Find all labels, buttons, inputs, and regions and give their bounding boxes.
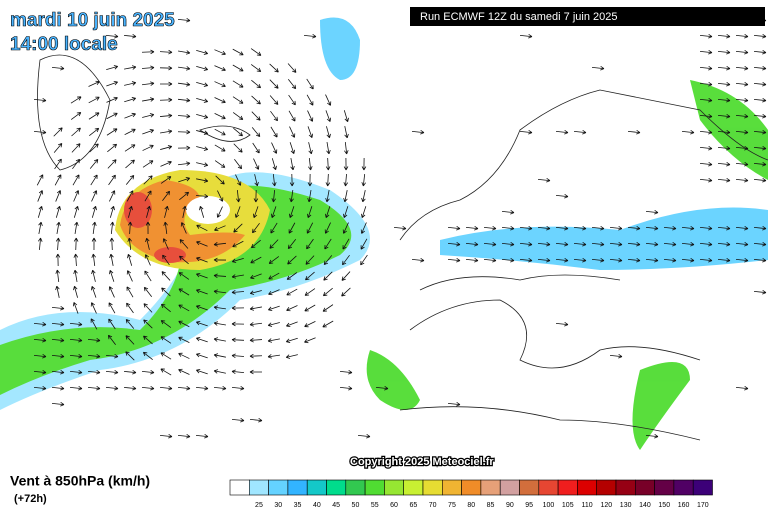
legend-swatch <box>577 480 596 495</box>
footer-title: Vent à 850hPa (km/h) <box>10 473 150 489</box>
legend-swatch <box>384 480 403 495</box>
legend-swatch <box>365 480 384 495</box>
legend-swatch <box>500 480 519 495</box>
legend-swatch <box>327 480 346 495</box>
legend-swatch <box>230 480 249 495</box>
legend-label: 55 <box>371 502 379 509</box>
copyright: Copyright 2025 Meteociel.fr <box>350 456 494 468</box>
legend-swatch <box>481 480 500 495</box>
time-label: 14:00 locale <box>10 34 118 55</box>
legend-label: 90 <box>506 502 514 509</box>
legend-label: 50 <box>352 502 360 509</box>
legend-label: 160 <box>678 502 690 509</box>
legend-label: 100 <box>543 502 555 509</box>
legend-label: 150 <box>658 502 670 509</box>
legend-label: 110 <box>581 502 592 509</box>
legend-label: 45 <box>332 502 340 509</box>
legend-swatch <box>520 480 539 495</box>
legend-swatch <box>693 480 712 495</box>
legend-swatch <box>269 480 288 495</box>
legend-swatch <box>635 480 654 495</box>
legend-label: 30 <box>274 502 282 509</box>
legend-swatch <box>539 480 558 495</box>
legend-swatch <box>558 480 577 495</box>
legend-label: 75 <box>448 502 456 509</box>
legend-swatch <box>616 480 635 495</box>
footer-lead: (+72h) <box>14 493 47 505</box>
legend-label: 25 <box>255 502 263 509</box>
legend-swatch <box>674 480 693 495</box>
legend-label: 140 <box>639 502 651 509</box>
legend-label: 120 <box>601 502 613 509</box>
legend-label: 80 <box>467 502 475 509</box>
legend-swatch <box>462 480 481 495</box>
legend-swatch <box>404 480 423 495</box>
legend-label: 105 <box>562 502 574 509</box>
legend-swatch <box>597 480 616 495</box>
date-label: mardi 10 juin 2025 <box>10 10 175 31</box>
legend-swatch <box>307 480 326 495</box>
legend-label: 65 <box>409 502 417 509</box>
legend-label: 35 <box>294 502 302 509</box>
legend-label: 60 <box>390 502 398 509</box>
run-label: Run ECMWF 12Z du samedi 7 juin 2025 <box>420 11 617 23</box>
legend-label: 95 <box>525 502 533 509</box>
legend-swatch <box>442 480 461 495</box>
legend-swatch <box>346 480 365 495</box>
legend-label: 170 <box>697 502 709 509</box>
legend-label: 85 <box>487 502 495 509</box>
legend-label: 70 <box>429 502 437 509</box>
legend-swatch <box>249 480 268 495</box>
legend-swatch <box>288 480 307 495</box>
legend-swatch <box>655 480 674 495</box>
legend-swatch <box>423 480 442 495</box>
legend-label: 130 <box>620 502 632 509</box>
legend-label: 40 <box>313 502 321 509</box>
